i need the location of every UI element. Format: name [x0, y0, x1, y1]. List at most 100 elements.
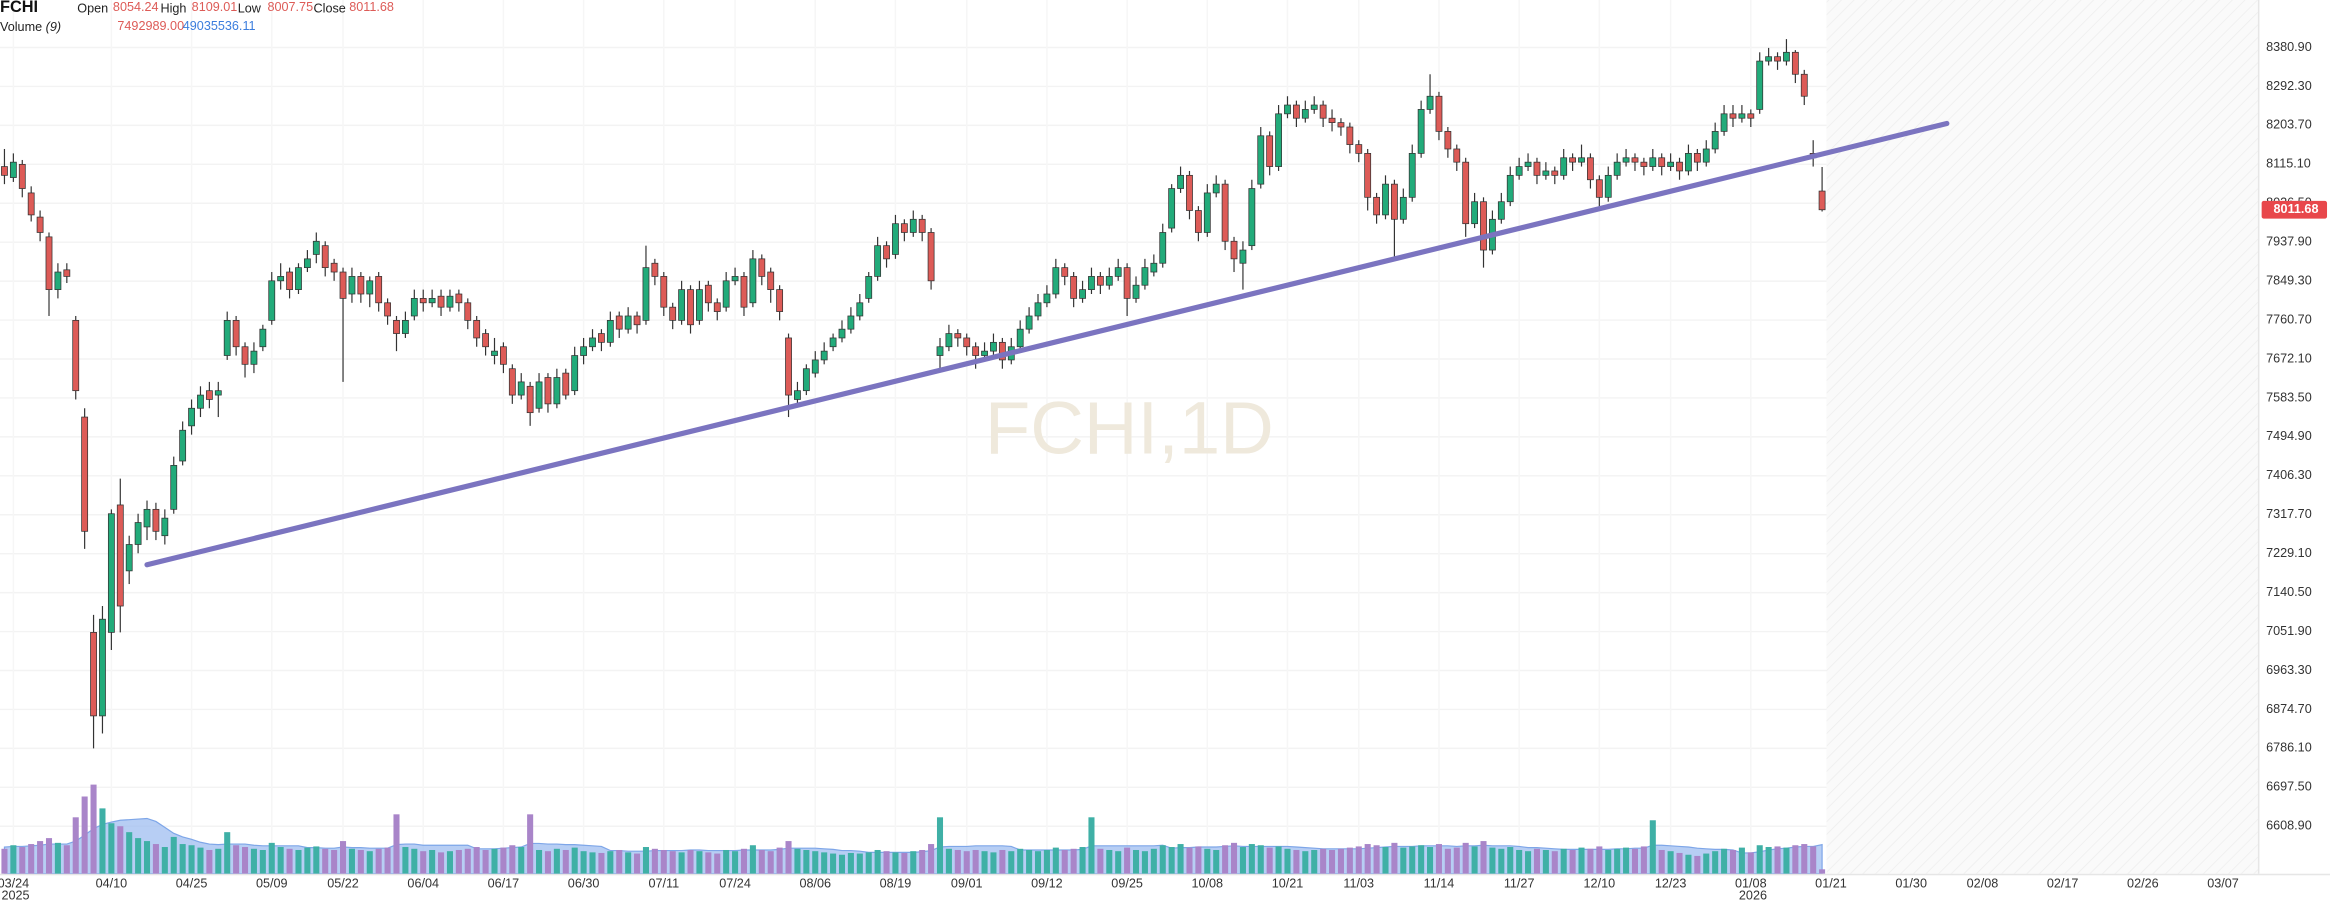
- candle-body: [286, 271, 293, 290]
- candle-body: [303, 258, 311, 269]
- y-tick-label: 8203.70: [2266, 118, 2312, 132]
- candle-body: [1702, 148, 1710, 163]
- candle-body: [624, 315, 632, 330]
- x-tick-label: 07/11: [648, 877, 679, 891]
- volume-bar: [1551, 851, 1558, 874]
- volume-bar: [1257, 845, 1264, 874]
- volume-bar: [402, 847, 409, 874]
- candle-body: [491, 350, 498, 356]
- volume-bar: [366, 851, 373, 874]
- candle-body: [295, 267, 302, 290]
- volume-bar: [446, 851, 453, 874]
- volume-bar: [1346, 847, 1353, 874]
- volume-bar: [188, 845, 195, 874]
- candle-body: [1177, 174, 1184, 189]
- candle-body: [1783, 51, 1790, 62]
- volume-bar: [268, 842, 275, 874]
- volume-bar: [589, 852, 596, 874]
- volume-bar: [37, 841, 44, 874]
- open-value: 8054.24: [113, 0, 159, 14]
- axes: 8380.908292.308203.708115.108026.507937.…: [0, 40, 2328, 902]
- candle-body: [1399, 196, 1407, 220]
- candle-body: [9, 161, 17, 178]
- volume-bar: [420, 851, 427, 874]
- volume-bar: [1765, 847, 1772, 874]
- candle-body: [1391, 183, 1398, 220]
- volume-bar: [571, 847, 578, 874]
- candle-body: [1061, 267, 1069, 277]
- candle-body: [402, 320, 409, 334]
- candle-body: [393, 320, 400, 334]
- candle-body: [384, 302, 391, 317]
- volume-bar: [838, 854, 846, 874]
- volume-bar: [1204, 848, 1211, 874]
- volume-bar: [1400, 847, 1407, 874]
- volume-bar: [1614, 848, 1621, 874]
- candle-body: [1560, 157, 1568, 176]
- volume-bar: [1721, 848, 1728, 874]
- candle-body: [1774, 56, 1781, 62]
- candle-body: [927, 232, 935, 282]
- candle-body: [54, 271, 62, 290]
- y-tick-label: 7760.70: [2266, 312, 2312, 326]
- volume-period: (9): [46, 21, 61, 35]
- candle-body: [72, 320, 80, 392]
- candle-body: [1408, 153, 1416, 198]
- candle-body: [1444, 131, 1452, 150]
- volume-bar: [1017, 848, 1024, 874]
- volume-bar: [1703, 853, 1710, 874]
- volume-bar: [135, 838, 142, 874]
- candle-body: [1266, 135, 1274, 167]
- candle-body: [660, 276, 668, 308]
- candle-body: [598, 333, 605, 343]
- volume-bar: [250, 848, 257, 874]
- candle-body: [829, 337, 837, 348]
- x-tick-label: 02/26: [2127, 877, 2159, 891]
- candle-body: [1471, 201, 1478, 225]
- candle-body: [357, 276, 365, 295]
- candle-body: [99, 618, 106, 717]
- candle-body: [1025, 315, 1033, 330]
- candle-body: [669, 306, 677, 321]
- candle-body: [963, 337, 971, 348]
- candle-body: [1462, 161, 1470, 225]
- volume-bar: [1168, 847, 1175, 874]
- volume-bar: [723, 849, 730, 874]
- candle-body: [580, 346, 588, 356]
- candle-body: [838, 328, 846, 339]
- volume-bar: [1542, 849, 1549, 874]
- volume-bar: [1391, 842, 1398, 874]
- candle-body: [704, 284, 712, 304]
- candle-body: [508, 368, 516, 396]
- volume-bar: [1578, 847, 1585, 874]
- candle-body: [856, 302, 864, 317]
- volume-bar: [117, 826, 124, 874]
- volume-bar: [553, 848, 560, 874]
- volume-bar: [910, 851, 917, 874]
- volume-bar: [1694, 855, 1701, 874]
- x-tick-label: 05/22: [327, 877, 359, 891]
- y-tick-label: 8292.30: [2266, 79, 2312, 93]
- x-tick-label: 08/19: [880, 877, 912, 891]
- candle-body: [544, 377, 552, 405]
- volume-bar: [1213, 849, 1220, 874]
- candle-body: [1551, 170, 1559, 176]
- volume-bar: [429, 849, 436, 874]
- candle-body: [1649, 157, 1657, 167]
- volume-value: 7492989.00: [117, 19, 184, 33]
- candle-body: [18, 163, 26, 189]
- x-tick-label: 02/17: [2047, 877, 2079, 891]
- candle-body: [419, 298, 427, 304]
- volume-bar: [1266, 847, 1273, 874]
- candle-body: [1052, 267, 1060, 295]
- candle-body: [1587, 157, 1594, 181]
- candle-body: [1123, 267, 1131, 299]
- candle-body: [1818, 190, 1826, 211]
- candle-body: [865, 276, 873, 299]
- candle-body: [954, 333, 962, 339]
- volume-bar: [19, 847, 26, 874]
- volume-bar: [72, 817, 79, 874]
- candle-body: [1186, 174, 1193, 211]
- volume-bar: [1248, 844, 1255, 874]
- volume-bar: [1186, 847, 1193, 874]
